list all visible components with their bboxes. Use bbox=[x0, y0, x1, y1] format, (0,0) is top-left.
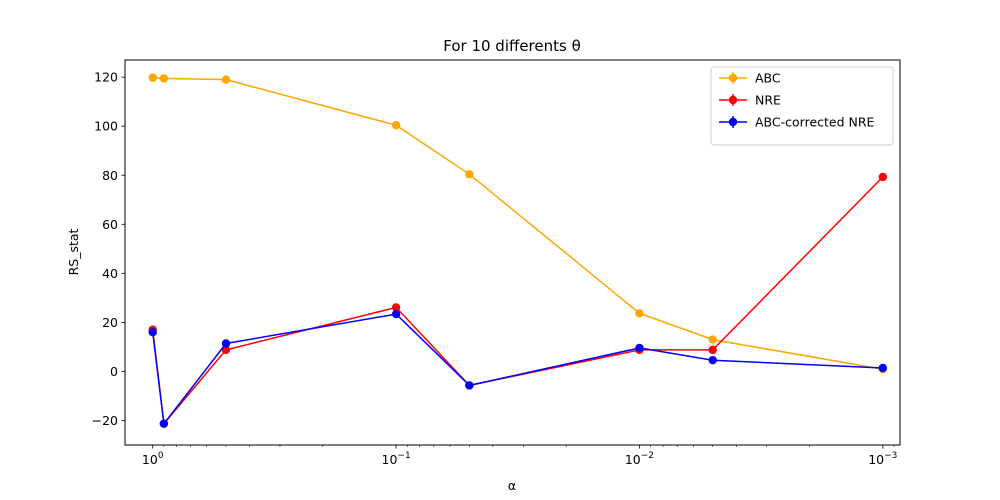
series-line bbox=[151, 313, 883, 426]
series-nre bbox=[148, 172, 888, 428]
y-tick-label: 20 bbox=[102, 315, 118, 330]
data-point bbox=[391, 303, 401, 312]
data-point bbox=[635, 343, 644, 353]
data-point bbox=[708, 335, 717, 344]
legend-marker bbox=[728, 117, 738, 127]
series-line bbox=[152, 76, 883, 370]
data-point bbox=[878, 363, 888, 373]
legend-item: ABC bbox=[719, 71, 781, 86]
plot-series bbox=[148, 73, 888, 428]
data-point bbox=[221, 339, 231, 348]
data-point bbox=[221, 345, 231, 355]
series-abc-corrected-nre bbox=[148, 309, 888, 428]
legend-item: NRE bbox=[719, 93, 781, 108]
legend-box bbox=[710, 66, 894, 146]
x-tick-label: 10−1 bbox=[382, 451, 411, 467]
plot-frame bbox=[124, 59, 901, 446]
data-point bbox=[635, 309, 644, 318]
y-tick-label: 80 bbox=[102, 168, 118, 183]
data-point bbox=[465, 170, 474, 179]
legend-marker bbox=[728, 95, 738, 105]
legend-marker bbox=[728, 73, 738, 83]
data-point bbox=[878, 172, 888, 182]
legend-label: ABC bbox=[755, 71, 781, 86]
data-point bbox=[391, 309, 401, 319]
y-tick-label: 60 bbox=[102, 217, 118, 232]
data-point bbox=[391, 121, 401, 130]
x-tick-label: 10−2 bbox=[625, 451, 654, 467]
y-tick-label: 40 bbox=[102, 266, 118, 281]
y-tick-label: −20 bbox=[92, 413, 118, 428]
y-tick-label: 100 bbox=[94, 119, 118, 134]
data-point bbox=[148, 73, 157, 82]
data-point bbox=[708, 355, 717, 365]
data-point bbox=[148, 327, 157, 337]
legend-label: ABC-corrected NRE bbox=[755, 115, 875, 130]
data-point bbox=[159, 74, 169, 83]
data-point bbox=[708, 345, 717, 355]
y-tick-label: 120 bbox=[94, 70, 118, 85]
y-tick-label: 0 bbox=[110, 364, 118, 379]
y-axis-label: RS_stat bbox=[66, 228, 81, 275]
data-point bbox=[465, 381, 474, 390]
legend-item: ABC-corrected NRE bbox=[719, 115, 875, 130]
x-tick-label: 10−3 bbox=[868, 451, 897, 467]
x-tick-label: 100 bbox=[142, 451, 164, 467]
data-point bbox=[221, 75, 231, 84]
chart-title: For 10 differents θ bbox=[443, 37, 581, 55]
y-axis: −20 0 20 40 60 80 100 120 bbox=[92, 70, 125, 428]
legend: ABC NRE ABC-corrected NRE bbox=[710, 66, 894, 146]
data-point bbox=[159, 419, 169, 428]
x-axis: 100 10−1 10−2 10−3 bbox=[142, 445, 897, 467]
x-axis-label: α bbox=[508, 478, 516, 493]
legend-label: NRE bbox=[755, 93, 781, 108]
